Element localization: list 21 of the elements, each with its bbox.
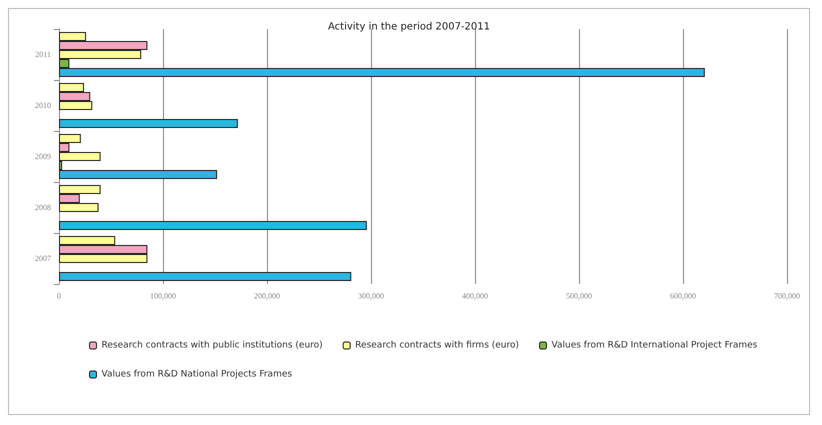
x-tick-label: 100,000	[150, 292, 176, 300]
legend-label: Values from R&D International Project Frames	[552, 340, 758, 350]
chart-title: Activity in the period 2007-2011	[328, 22, 490, 32]
legend-label: Values from R&D National Projects Frames	[102, 370, 292, 380]
x-tick-label: 700,000	[774, 292, 800, 300]
x-tick-label: 200,000	[254, 292, 280, 300]
legend-label: Research contracts with firms (euro)	[355, 340, 520, 350]
y-tick-label: 2009	[35, 152, 51, 161]
y-tick-label: 2010	[35, 101, 51, 110]
y-tick-label: 2007	[35, 254, 51, 263]
bar	[59, 118, 238, 128]
legend-label: Research contracts with public institutions (euro)	[102, 340, 323, 350]
x-tick-label: 0	[57, 292, 61, 300]
bar	[59, 272, 352, 281]
y-tick-label: 2011	[35, 50, 51, 59]
x-tick-label: 600,000	[670, 292, 696, 300]
y-tick-label: 2008	[35, 203, 51, 212]
x-tick-label: 400,000	[462, 292, 488, 300]
x-tick-label: 300,000	[358, 292, 384, 300]
bar	[59, 220, 367, 230]
x-tick-label: 500,000	[566, 292, 592, 300]
